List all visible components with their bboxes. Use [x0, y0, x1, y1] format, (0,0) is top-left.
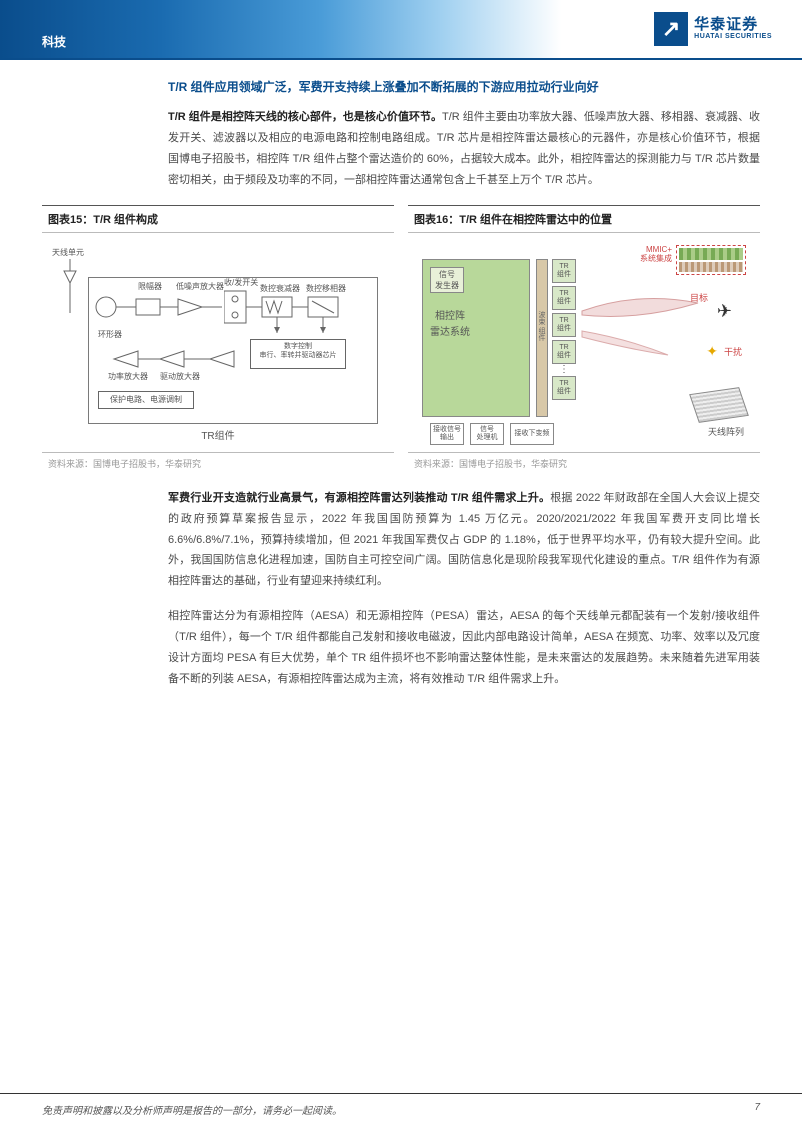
fig15-antenna-icon	[56, 259, 84, 319]
figures-row: 图表15：T/R 组件构成 天线单元	[0, 205, 802, 474]
fig16-vcol-label: 波束 组件	[536, 311, 546, 341]
fig16-tr-item: TR 组件	[552, 259, 576, 283]
fig15-ctrl-box: 数字控制 串行、率转并驱动器芯片	[250, 339, 346, 369]
content-top: T/R 组件应用领域广泛，军费开支持续上涨叠加不断拓展的下游应用拉动行业向好 T…	[0, 60, 802, 191]
fig16-down-conv: 接收下变频	[510, 423, 554, 445]
fig16-title: 图表16：T/R 组件在相控阵雷达中的位置	[408, 205, 760, 232]
para2-text: 根据 2022 年财政部在全国人大会议上提交的政府预算草案报告显示，2022 年…	[168, 492, 760, 588]
fig15-circulator-label: 环形器	[98, 329, 122, 340]
fig15-antenna-label: 天线单元	[52, 247, 84, 258]
fig15-body: 天线单元 环形器 限幅器 低噪声放大器	[42, 232, 394, 452]
fig16-rx-out: 接收信号 输出	[430, 423, 464, 445]
fig15-protect-box: 保护电路、电源调制	[98, 391, 194, 409]
fig16-jam-icon: ✦	[706, 343, 718, 360]
para1-bold: T/R 组件是相控阵天线的核心部件，也是核心价值环节。	[168, 111, 442, 123]
figure-16: 图表16：T/R 组件在相控阵雷达中的位置 相控阵 雷达系统 信号 发生器 接收…	[408, 205, 760, 474]
footer-page-number: 7	[754, 1102, 760, 1117]
content-bottom: 军费行业开支造就行业高景气，有源相控阵雷达列装推动 T/R 组件需求上升。根据 …	[0, 474, 802, 690]
fig16-radar-sys-label: 相控阵 雷达系统	[430, 309, 470, 341]
fig16-source: 资料来源：国博电子招股书，华泰研究	[408, 452, 760, 474]
page-header: 科技 ↗ 华泰证券 HUATAI SECURITIES	[0, 0, 802, 60]
para3-text: 相控阵雷达分为有源相控阵（AESA）和无源相控阵（PESA）雷达，AESA 的每…	[168, 610, 760, 685]
fig16-array-label: 天线阵列	[708, 425, 744, 438]
fig16-tr-item: TR 组件	[552, 286, 576, 310]
fig16-jam-label: 干扰	[724, 345, 742, 358]
fig15-phase-label: 数控移相器	[306, 283, 346, 294]
fig16-tr-item: TR 组件	[552, 313, 576, 337]
fig16-antenna-array-icon	[689, 387, 749, 423]
logo-text: 华泰证券 HUATAI SECURITIES	[694, 17, 772, 41]
fig16-tr-item: TR 组件	[552, 340, 576, 364]
fig15-right-row-icon	[224, 287, 364, 337]
paragraph-3: 相控阵雷达分为有源相控阵（AESA）和无源相控阵（PESA）雷达，AESA 的每…	[168, 606, 760, 690]
brand-logo: ↗ 华泰证券 HUATAI SECURITIES	[654, 12, 772, 46]
brand-name-cn: 华泰证券	[694, 17, 772, 34]
header-category: 科技	[42, 33, 66, 50]
fig16-sig-gen: 信号 发生器	[430, 267, 464, 293]
footer-disclaimer: 免责声明和披露以及分析师声明是报告的一部分，请务必一起阅读。	[42, 1102, 342, 1117]
fig15-atten-label: 数控衰减器	[260, 283, 300, 294]
page-footer: 免责声明和披露以及分析师声明是报告的一部分，请务必一起阅读。 7	[0, 1093, 802, 1117]
fig15-pa-label: 功率放大器	[108, 371, 148, 382]
fig15-caption: TR组件	[201, 427, 234, 442]
fig16-target-label: 目标	[690, 291, 708, 304]
fig16-sig-proc: 信号 处理机	[470, 423, 504, 445]
paragraph-2: 军费行业开支造就行业高景气，有源相控阵雷达列装推动 T/R 组件需求上升。根据 …	[168, 488, 760, 592]
fig15-limiter-label: 限幅器	[138, 281, 162, 292]
fig15-lna-label: 低噪声放大器	[176, 281, 224, 292]
figure-15: 图表15：T/R 组件构成 天线单元	[42, 205, 394, 474]
fig16-tr-stack: TR 组件 TR 组件 TR 组件 TR 组件 ⋮ TR 组件	[552, 259, 576, 403]
paragraph-1: T/R 组件是相控阵天线的核心部件，也是核心价值环节。T/R 组件主要由功率放大…	[168, 107, 760, 191]
fig15-source: 资料来源：国博电子招股书，华泰研究	[42, 452, 394, 474]
fig16-mmic-label: MMIC+ 系统集成	[640, 245, 672, 264]
brand-name-en: HUATAI SECURITIES	[694, 33, 772, 41]
fig16-tr-item: TR 组件	[552, 376, 576, 400]
fig16-body: 相控阵 雷达系统 信号 发生器 接收信号 输出 信号 处理机 接收下变频 波束 …	[408, 232, 760, 452]
para2-bold: 军费行业开支造就行业高景气，有源相控阵雷达列装推动 T/R 组件需求上升。	[168, 492, 550, 504]
logo-icon: ↗	[654, 12, 688, 46]
section-title: T/R 组件应用领域广泛，军费开支持续上涨叠加不断拓展的下游应用拉动行业向好	[168, 78, 760, 97]
fig15-title: 图表15：T/R 组件构成	[42, 205, 394, 232]
fig15-switch-label: 收/发开关	[224, 279, 258, 288]
fig16-target-icon: ✈	[717, 301, 732, 322]
fig16-beams-icon	[578, 271, 708, 391]
fig15-driver-label: 驱动放大器	[160, 371, 200, 382]
